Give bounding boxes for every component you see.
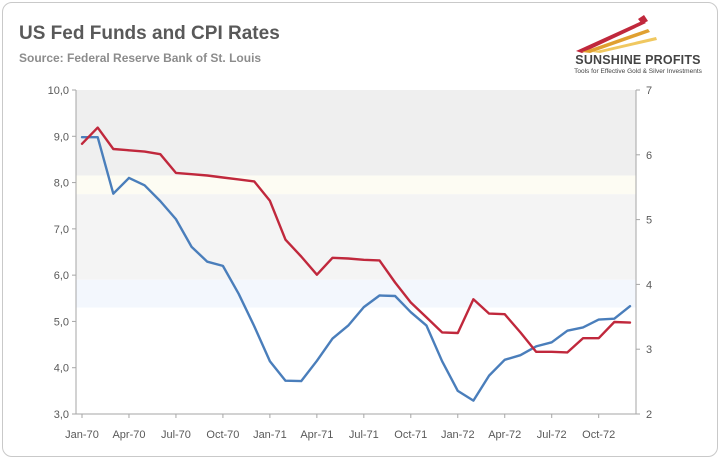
fed-funds-series-line: [80, 135, 632, 402]
x-tick-label: Jul-71: [349, 429, 379, 441]
left-tick-label: 6,0: [54, 270, 69, 282]
logo-rays-icon: [576, 15, 657, 53]
background-band-3: [76, 279, 636, 308]
x-tick-label: Jan-71: [253, 429, 287, 441]
left-tick-label: 4,0: [54, 363, 69, 375]
right-tick-label: 6: [646, 150, 652, 162]
x-tick-label: Oct-71: [394, 429, 427, 441]
right-tick-label: 5: [646, 215, 652, 227]
background-band-0: [76, 90, 636, 176]
left-tick-label: 9,0: [54, 131, 69, 143]
left-tick-label: 5,0: [54, 316, 69, 328]
x-tick-label: Jan-70: [65, 429, 99, 441]
x-tick-label: Oct-72: [582, 429, 615, 441]
left-tick-label: 10,0: [48, 85, 69, 97]
tick-labels: 3,0 4,0 5,0 6,0 7,0 8,0 9,0 10,0 2 3 4 5 6 7 Jan-70 Apr…: [48, 85, 653, 441]
logo-tagline: Tools for Effective Gold & Silver Invest…: [574, 68, 702, 75]
left-tick-label: 3,0: [54, 409, 69, 421]
x-tick-label: Apr-72: [488, 429, 521, 441]
sunshine-profits-logo: SUNSHINE PROFITS Tools for Effective Gol…: [568, 15, 708, 81]
chart-title: US Fed Funds and CPI Rates: [19, 23, 280, 44]
background-band-2: [76, 194, 636, 280]
background-band-1: [76, 175, 636, 195]
x-tick-label: Oct-70: [206, 429, 239, 441]
logo-name: SUNSHINE PROFITS: [575, 53, 701, 67]
x-tick-label: Apr-70: [112, 429, 145, 441]
cpi-series-line: [80, 126, 632, 354]
right-tick-label: 7: [646, 85, 652, 97]
axes: [72, 89, 640, 418]
background-bands: [76, 90, 636, 308]
left-tick-label: 7,0: [54, 224, 69, 236]
right-tick-label: 3: [646, 344, 652, 356]
series-lines: [80, 126, 632, 402]
x-tick-label: Jan-72: [441, 429, 475, 441]
x-tick-label: Apr-71: [300, 429, 333, 441]
x-tick-label: Jul-70: [161, 429, 191, 441]
right-tick-label: 4: [646, 279, 652, 291]
chart-subtitle: Source: Federal Reserve Bank of St. Loui…: [19, 51, 262, 65]
left-tick-label: 8,0: [54, 178, 69, 190]
right-tick-label: 2: [646, 409, 652, 421]
x-tick-label: Jul-72: [537, 429, 567, 441]
